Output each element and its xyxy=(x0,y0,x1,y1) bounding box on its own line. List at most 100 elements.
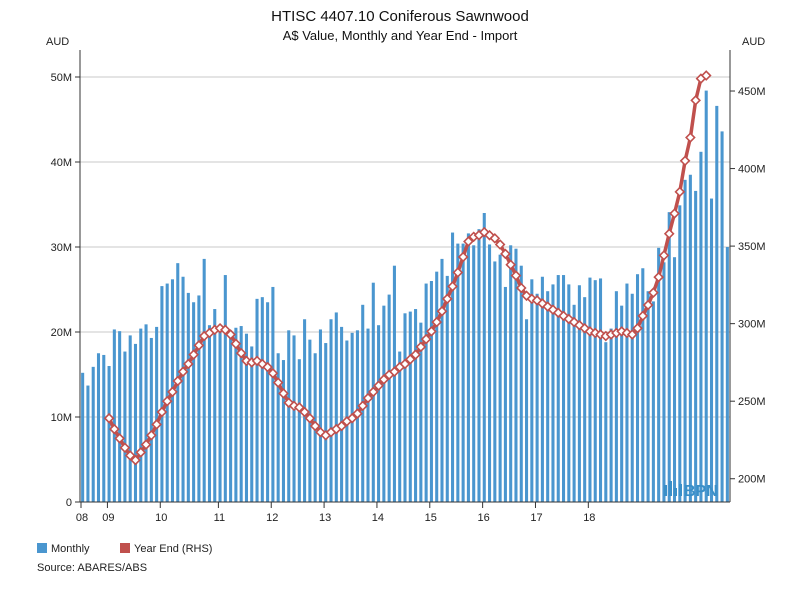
year-end-point xyxy=(542,301,554,312)
year-end-point xyxy=(299,406,310,418)
year-end-point xyxy=(193,340,205,351)
bar xyxy=(472,245,476,503)
bpn-logo: BPN xyxy=(664,481,718,500)
bar xyxy=(86,385,90,502)
year-end-point xyxy=(558,310,569,322)
year-end-point xyxy=(500,248,511,260)
year-end-point xyxy=(441,293,453,305)
year-end-point xyxy=(278,388,289,399)
bar xyxy=(128,335,132,502)
legend-swatch-monthly xyxy=(37,543,47,553)
year-end-point xyxy=(367,386,379,398)
year-end-point xyxy=(621,327,633,339)
year-end-point xyxy=(161,395,173,407)
bar xyxy=(223,275,227,502)
bar xyxy=(324,343,328,502)
year-end-point xyxy=(526,293,538,305)
bar xyxy=(218,325,222,502)
bar xyxy=(112,329,116,502)
bar xyxy=(133,343,138,502)
bar xyxy=(186,292,190,502)
bar xyxy=(509,245,513,503)
bar xyxy=(688,174,692,502)
x-tick-label: 09 xyxy=(102,512,114,524)
bar xyxy=(292,335,296,502)
year-end-point xyxy=(420,333,432,345)
bar xyxy=(81,372,85,502)
year-end-point xyxy=(225,329,236,340)
x-tick-label: 13 xyxy=(319,512,331,524)
bar xyxy=(181,276,185,502)
x-axis-ticks: 08 09 10 11 12 13 14 15 16 17 18 xyxy=(76,502,595,524)
year-end-point xyxy=(547,304,559,316)
legend-item-year-end: Year End (RHS) xyxy=(120,543,212,555)
year-end-point xyxy=(642,299,654,311)
bar xyxy=(408,311,412,502)
bar xyxy=(482,213,486,502)
year-end-point xyxy=(346,412,358,424)
bar xyxy=(160,286,164,502)
year-end-point xyxy=(648,287,659,298)
year-end-point xyxy=(352,408,363,419)
bar xyxy=(630,293,634,502)
bar xyxy=(213,309,217,502)
bar xyxy=(572,304,576,502)
bar xyxy=(414,309,418,502)
year-end-point xyxy=(389,366,400,378)
bar xyxy=(525,319,529,502)
left-tick-label: 50M xyxy=(51,72,72,84)
left-axis-ticks: 0 10M 20M 30M 40M 50M xyxy=(51,72,80,509)
bar xyxy=(366,328,370,502)
bar xyxy=(519,265,523,502)
year-end-point xyxy=(552,307,564,319)
year-end-point xyxy=(304,412,316,424)
left-axis-unit: AUD xyxy=(46,36,69,48)
bar xyxy=(651,301,655,502)
left-tick-label: 20M xyxy=(51,327,72,339)
bar xyxy=(461,243,465,502)
bar xyxy=(546,291,550,502)
bar xyxy=(165,283,169,502)
bar xyxy=(118,331,122,502)
year-end-point xyxy=(188,349,199,360)
bar xyxy=(234,327,238,502)
chart-subtitle: A$ Value, Monthly and Year End - Import xyxy=(283,28,518,43)
bar xyxy=(641,268,645,502)
bar xyxy=(593,280,597,502)
year-end-point xyxy=(336,420,347,432)
year-end-point xyxy=(658,250,670,261)
bar xyxy=(382,305,386,502)
bar xyxy=(96,353,101,502)
year-end-point xyxy=(293,402,305,413)
bar xyxy=(709,198,714,503)
year-end-point xyxy=(426,326,437,337)
year-end-point xyxy=(309,420,321,432)
year-end-point xyxy=(515,282,527,294)
bar xyxy=(334,312,338,502)
bar xyxy=(255,298,259,502)
bar xyxy=(577,285,581,502)
bar xyxy=(609,328,613,502)
bar xyxy=(678,205,682,502)
year-end-point xyxy=(626,329,638,340)
year-end-point xyxy=(109,423,120,435)
year-end-point xyxy=(373,380,384,392)
year-end-point xyxy=(103,412,115,424)
year-end-point xyxy=(447,281,458,292)
right-tick-label: 250M xyxy=(738,396,766,408)
year-end-point xyxy=(463,236,474,247)
year-end-point xyxy=(135,447,147,458)
bar xyxy=(387,294,391,502)
legend-swatch-year-end xyxy=(120,543,130,553)
year-end-point xyxy=(362,392,374,404)
year-end-point xyxy=(537,298,548,309)
bar xyxy=(202,258,206,502)
legend-label-year-end: Year End (RHS) xyxy=(134,543,212,555)
year-end-point xyxy=(378,374,390,385)
x-tick-label: 08 xyxy=(76,512,88,524)
bar xyxy=(699,151,703,503)
bar xyxy=(297,359,301,502)
year-end-point xyxy=(690,94,701,106)
year-end-point xyxy=(172,375,184,387)
x-tick-label: 15 xyxy=(425,512,437,524)
